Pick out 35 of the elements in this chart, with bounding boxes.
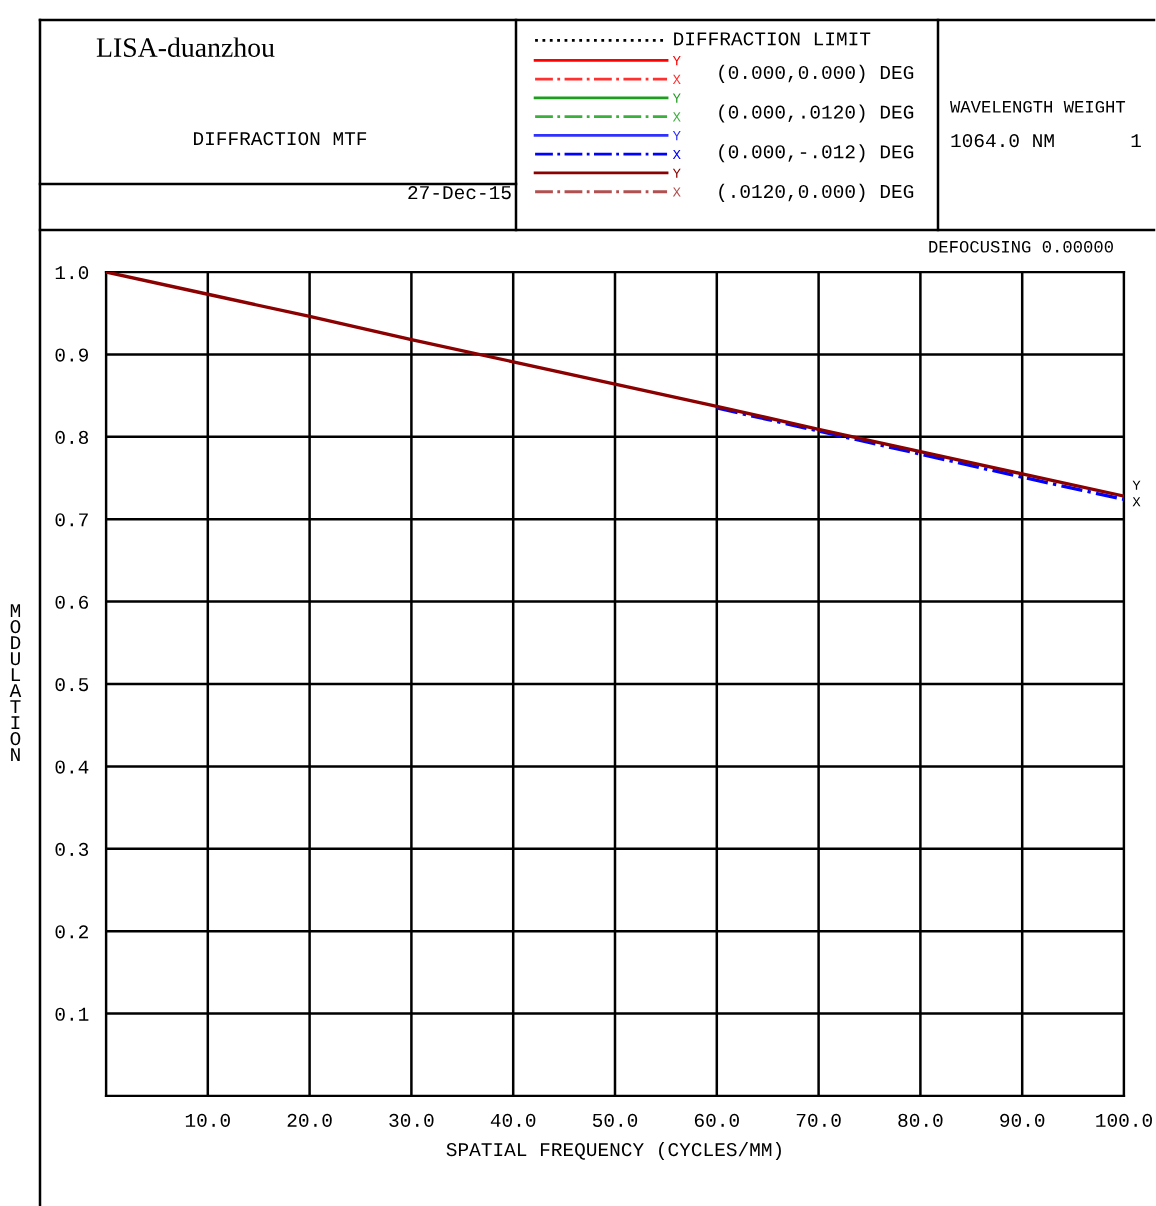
chart-title: LISA-duanzhou — [96, 37, 275, 57]
x-tick-label: 40.0 — [490, 1113, 536, 1127]
text: DEFOCUSING 0.00000 — [929, 240, 1113, 253]
y-tick-label: 0.1 — [55, 1007, 89, 1021]
y-tick-label: 0.7 — [55, 513, 88, 527]
x-tick-label: 80.0 — [898, 1113, 943, 1127]
x-tick-label: 60.0 — [694, 1113, 739, 1127]
text: (0.000,-.012) DEG — [719, 144, 914, 163]
text: (0.000,0.000) DEG — [719, 64, 914, 83]
x-tick-label: 10.0 — [185, 1113, 230, 1127]
text: (.0120,0.000) DEG — [719, 183, 914, 202]
y-tick-label: 0.8 — [55, 430, 89, 445]
x-tick-label: 90.0 — [1000, 1113, 1045, 1127]
y-tick-label: 0.9 — [55, 348, 88, 362]
x-tick-label: 50.0 — [592, 1113, 638, 1127]
y-tick-label: 0.3 — [55, 842, 89, 857]
line-series — [715, 406, 1124, 502]
text: 1064.0 NM — [951, 134, 1054, 148]
legend-label: DIFFRACTION LIMIT — [674, 32, 871, 46]
y-tick-label: 1.0 — [55, 266, 89, 280]
text: WAVELENGTH WEIGHT — [950, 100, 1126, 113]
y-tick-label: 0.2 — [55, 925, 88, 939]
text: 1 — [1131, 134, 1141, 148]
x-tick-label: 100.0 — [1096, 1113, 1152, 1127]
y-tick-label: 0.6 — [55, 595, 89, 609]
x-axis-title: SPATIAL FREQUENCY (CYCLES/MM) — [446, 1141, 781, 1161]
text: 27-Dec-15 — [408, 186, 511, 200]
y-tick-label: 0.5 — [55, 678, 89, 692]
y-tick-label: 0.4 — [55, 760, 89, 774]
text: (0.000,.0120) DEG — [719, 104, 914, 123]
x-tick-label: 70.0 — [796, 1113, 841, 1127]
x-tick-label: 20.0 — [287, 1113, 332, 1127]
chart-subtitle: DIFFRACTION MTF — [194, 132, 367, 146]
text: MODULATION — [9, 604, 22, 762]
x-tick-label: 30.0 — [389, 1113, 434, 1127]
